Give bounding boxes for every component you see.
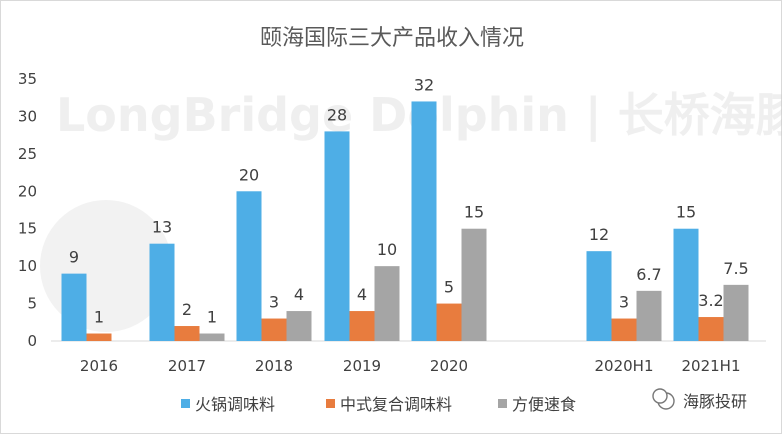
data-label: 7.5 bbox=[723, 259, 748, 278]
legend-swatch bbox=[326, 399, 335, 408]
data-label: 32 bbox=[414, 75, 434, 94]
bar-火锅调味料 bbox=[673, 228, 699, 341]
bar-方便速食 bbox=[461, 228, 487, 341]
data-label: 3.2 bbox=[698, 291, 723, 310]
bar-中式复合调味料 bbox=[611, 318, 637, 341]
data-label: 15 bbox=[464, 203, 484, 222]
data-label: 6.7 bbox=[636, 265, 661, 284]
wechat-icon-bubble bbox=[652, 388, 668, 404]
x-tick-label: 2019 bbox=[343, 357, 381, 375]
bar-方便速食 bbox=[199, 333, 225, 341]
bar-方便速食 bbox=[286, 311, 312, 341]
bar-中式复合调味料 bbox=[698, 317, 724, 341]
data-label: 2 bbox=[182, 300, 192, 319]
bar-中式复合调味料 bbox=[261, 318, 287, 341]
bar-中式复合调味料 bbox=[436, 303, 462, 341]
y-tick-label: 25 bbox=[18, 145, 37, 163]
data-label: 15 bbox=[676, 203, 696, 222]
y-tick-label: 30 bbox=[18, 107, 37, 125]
source-label: 海豚投研 bbox=[683, 392, 747, 411]
legend-label: 中式复合调味料 bbox=[340, 395, 452, 414]
bar-中式复合调味料 bbox=[86, 333, 112, 341]
data-label: 28 bbox=[327, 105, 347, 124]
data-label: 10 bbox=[377, 240, 397, 259]
bar-火锅调味料 bbox=[236, 191, 262, 341]
y-tick-label: 20 bbox=[18, 182, 37, 200]
bar-火锅调味料 bbox=[586, 251, 612, 341]
data-label: 5 bbox=[444, 278, 454, 297]
bar-中式复合调味料 bbox=[349, 311, 375, 341]
data-label: 9 bbox=[69, 248, 79, 267]
bar-火锅调味料 bbox=[324, 131, 350, 341]
bar-方便速食 bbox=[374, 266, 400, 341]
x-tick-label: 2021H1 bbox=[682, 357, 741, 375]
y-tick-label: 35 bbox=[18, 70, 37, 88]
data-label: 4 bbox=[357, 285, 367, 304]
y-tick-label: 0 bbox=[27, 332, 37, 350]
x-tick-label: 2018 bbox=[255, 357, 293, 375]
data-label: 13 bbox=[152, 218, 172, 237]
x-tick-label: 2017 bbox=[168, 357, 206, 375]
data-label: 12 bbox=[589, 225, 609, 244]
data-label: 4 bbox=[294, 285, 304, 304]
bar-火锅调味料 bbox=[149, 243, 175, 341]
y-tick-label: 5 bbox=[27, 295, 37, 313]
legend-label: 火锅调味料 bbox=[195, 395, 275, 414]
bar-方便速食 bbox=[636, 290, 662, 341]
bar-火锅调味料 bbox=[411, 101, 437, 341]
bar-中式复合调味料 bbox=[174, 326, 200, 341]
legend-label: 方便速食 bbox=[512, 395, 576, 414]
data-label: 3 bbox=[269, 293, 279, 312]
data-label: 3 bbox=[619, 293, 629, 312]
data-label: 1 bbox=[94, 308, 104, 327]
bar-layer bbox=[61, 101, 749, 341]
legend-swatch bbox=[181, 399, 190, 408]
x-tick-label: 2020H1 bbox=[595, 357, 654, 375]
legend-swatch bbox=[498, 399, 507, 408]
chart-title: 颐海国际三大产品收入情况 bbox=[260, 26, 524, 51]
y-tick-label: 10 bbox=[18, 257, 37, 275]
data-label: 1 bbox=[207, 308, 217, 327]
data-label: 20 bbox=[239, 165, 259, 184]
x-tick-label: 2016 bbox=[80, 357, 118, 375]
legend: 火锅调味料 中式复合调味料 方便速食 bbox=[181, 395, 576, 414]
source-badge: 海豚投研 bbox=[652, 388, 747, 411]
bar-火锅调味料 bbox=[61, 273, 87, 341]
bar-方便速食 bbox=[723, 284, 749, 341]
y-tick-label: 15 bbox=[18, 220, 37, 238]
x-tick-label: 2020 bbox=[430, 357, 468, 375]
